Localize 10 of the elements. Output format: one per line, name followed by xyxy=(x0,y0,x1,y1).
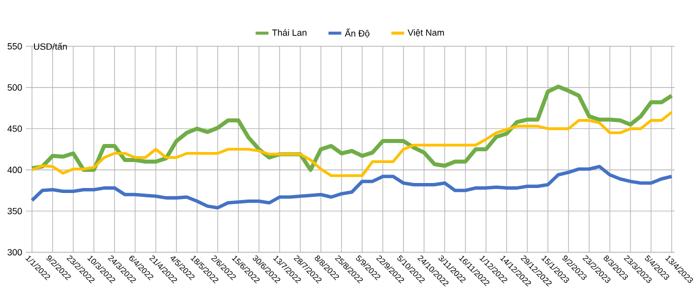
y-tick-label: 300 xyxy=(8,249,22,256)
legend-label: Thái Lan xyxy=(272,29,306,36)
legend-label: Ấn Độ xyxy=(344,28,370,38)
y-tick-label: 350 xyxy=(8,208,22,214)
y-tick-label: 500 xyxy=(8,84,22,91)
y-axis-title: USD/tấn xyxy=(34,42,67,50)
y-tick-label: 450 xyxy=(7,125,22,132)
y-tick-label: 400 xyxy=(7,166,22,174)
legend-label: Việt Nam xyxy=(408,29,444,38)
y-tick-label: 550 xyxy=(8,43,22,50)
